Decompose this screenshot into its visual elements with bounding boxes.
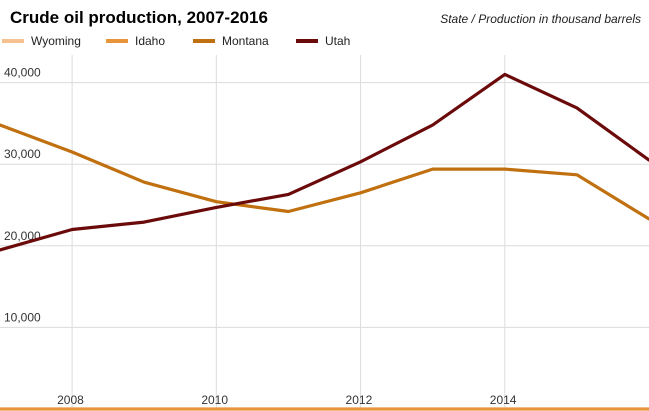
grid [0, 55, 649, 409]
y-tick-label: 30,000 [4, 147, 41, 161]
legend-item-montana[interactable]: Montana [193, 34, 269, 48]
legend-item-utah[interactable]: Utah [296, 34, 350, 48]
x-tick-label: 2014 [490, 393, 517, 407]
legend-swatch [2, 38, 24, 43]
x-tick-label: 2010 [201, 393, 228, 407]
x-axis-labels: 2008 2010 2012 2014 [57, 393, 517, 407]
legend-item-wyoming[interactable]: Wyoming [2, 34, 81, 48]
series-line-utah [0, 72, 649, 252]
legend-swatch [193, 38, 215, 43]
x-tick-label: 2008 [57, 393, 84, 407]
series-line-montana [0, 123, 649, 221]
legend-label: Montana [222, 34, 269, 48]
legend-item-idaho[interactable]: Idaho [106, 34, 165, 48]
legend-label: Utah [325, 34, 351, 48]
chart-title: Crude oil production, 2007-2016 [10, 8, 268, 27]
chart-subtitle: State / Production in thousand barrels [440, 12, 641, 26]
legend-label: Wyoming [31, 34, 81, 48]
x-tick-label: 2012 [346, 393, 373, 407]
y-tick-label: 40,000 [4, 66, 41, 80]
legend-swatch [106, 38, 128, 43]
legend-swatch [296, 38, 318, 43]
legend-label: Idaho [135, 34, 166, 48]
y-tick-label: 10,000 [4, 310, 41, 324]
